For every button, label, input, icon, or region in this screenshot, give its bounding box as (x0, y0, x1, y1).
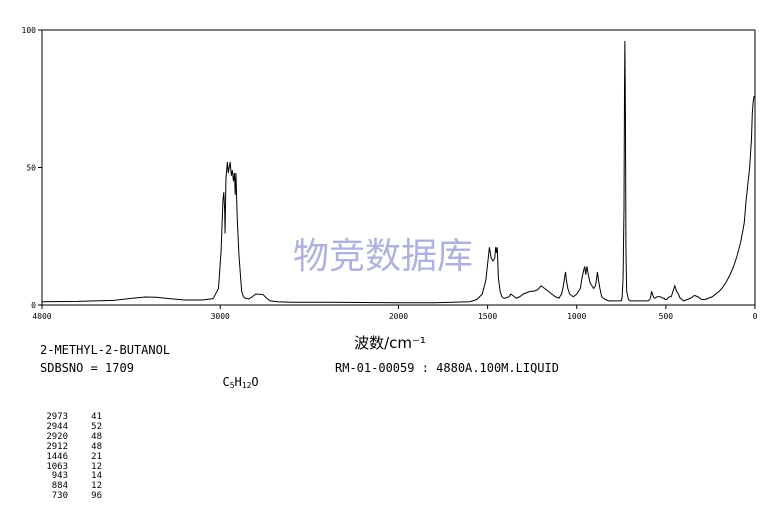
x-tick-label: 500 (659, 312, 674, 321)
peak-intensity: 48 (91, 431, 102, 442)
peak-wavenumber: 1446 (46, 451, 68, 462)
peak-table: 2973 41 2944 52 2920 48 2912 48 1446 21 1063 1… (40, 412, 102, 502)
x-tick-label: 1000 (567, 312, 586, 321)
spectrum-line (41, 40, 755, 304)
peak-intensity: 52 (91, 421, 102, 432)
x-tick-label: 3000 (211, 312, 230, 321)
formula-c: C (222, 375, 230, 389)
measurement-info: RM-01-00059 : 4880A.100M.LIQUID (335, 361, 559, 375)
peak-intensity: 48 (91, 441, 102, 452)
peak-wavenumber: 2920 (46, 431, 68, 442)
peak-intensity: 96 (91, 491, 102, 502)
peak-intensity: 14 (91, 471, 102, 482)
peak-row: 1446 21 (40, 451, 102, 463)
peak-wavenumber: 884 (51, 481, 68, 492)
compound-name: 2-METHYL-2-BUTANOL (40, 343, 171, 357)
peak-intensity: 12 (91, 461, 102, 472)
peak-wavenumber: 2912 (46, 441, 68, 452)
x-axis: 4000 3000 2000 1500 1000 500 0 (32, 305, 758, 321)
x-axis-label: 波数/cm⁻¹ (354, 334, 426, 352)
peak-row: 884 12 (40, 481, 102, 492)
molecular-formula: C5H12O (208, 361, 259, 390)
y-tick-label: 100 (22, 26, 37, 35)
peak-row: 943 14 (40, 472, 102, 482)
sdbs-number: SDBSNO = 1709 (40, 361, 134, 375)
peak-wavenumber: 1063 (46, 461, 68, 472)
peak-row: 2912 48 (40, 441, 102, 453)
y-tick-label: 0 (31, 301, 36, 310)
y-axis: 0 50 100 (22, 26, 42, 310)
peak-wavenumber: 2973 (46, 412, 68, 422)
y-tick-label: 50 (26, 164, 36, 173)
x-tick-label: 1500 (478, 312, 497, 321)
peak-wavenumber: 2944 (46, 421, 68, 432)
peak-row: 2944 52 (40, 421, 102, 433)
peak-row: 2920 48 (40, 431, 102, 443)
watermark: 物竞数据库 (293, 236, 473, 277)
formula-o: O (251, 375, 259, 389)
peak-wavenumber: 730 (51, 491, 68, 502)
x-tick-label: 2000 (389, 312, 408, 321)
peak-wavenumber: 943 (51, 471, 68, 482)
x-tick-label: 0 (753, 312, 758, 321)
peak-intensity: 12 (91, 481, 102, 492)
formula-c-count: 5 (229, 381, 235, 390)
peak-intensity: 21 (91, 451, 102, 462)
x-tick-label: 4000 (32, 312, 51, 321)
formula-h-count: 12 (241, 381, 252, 390)
peak-row: 1063 12 (40, 461, 102, 473)
peak-row: 730 96 (40, 491, 102, 502)
formula-h: H (234, 375, 242, 389)
peak-intensity: 41 (91, 412, 102, 422)
peak-row: 2973 41 (40, 412, 102, 423)
